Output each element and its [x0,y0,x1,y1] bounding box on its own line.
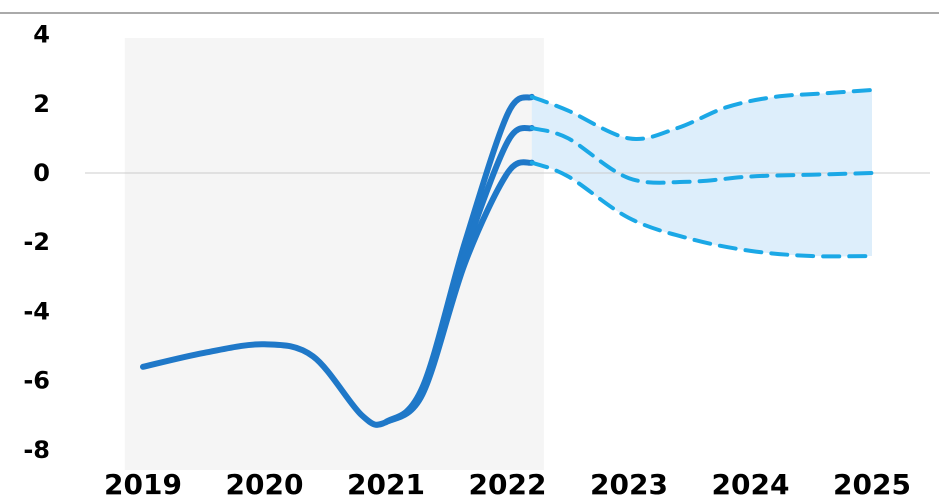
y-tick-label: 4 [33,21,50,49]
historical-shade [124,38,544,470]
y-tick-label: 0 [33,159,50,187]
y-tick-label: -4 [23,297,50,325]
series-group [140,88,874,428]
y-tick-label: -6 [23,367,50,395]
x-tick-label: 2021 [347,468,425,499]
y-tick-label: 2 [33,90,50,118]
x-tick-label: 2019 [104,468,182,499]
historical-line-2 [383,159,535,426]
x-tick-label: 2022 [469,468,547,499]
y-tick-label: -8 [23,436,50,464]
x-tick-label: 2025 [833,468,911,499]
y-axis-tick-labels: 4 2 0 -2 -4 -6 -8 [23,21,50,464]
x-tick-label: 2020 [226,468,304,499]
forecast-line-4 [529,126,874,185]
x-axis-tick-labels: 2019 2020 2021 2022 2023 2024 2025 [104,468,911,499]
x-tick-label: 2023 [590,468,668,499]
forecast-line-3 [529,88,874,141]
forecast-line-5 [529,160,874,259]
y-tick-label: -2 [23,228,50,256]
x-tick-label: 2024 [712,468,790,499]
